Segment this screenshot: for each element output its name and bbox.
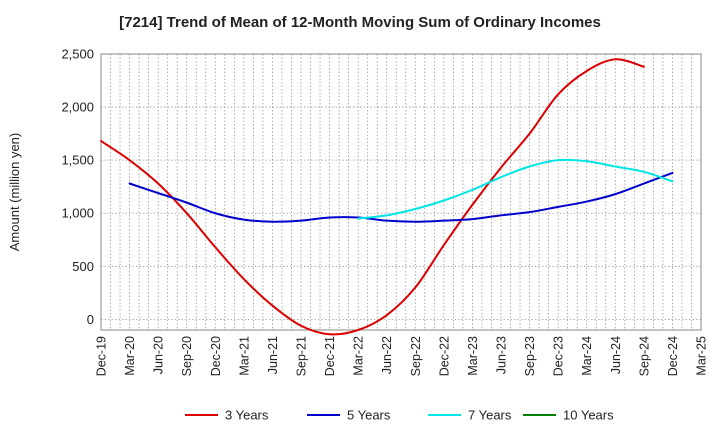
y-tick-label: 1,500 — [61, 153, 94, 168]
x-tick-label: Jun-23 — [495, 336, 509, 374]
x-tick-label: Jun-20 — [152, 336, 166, 374]
y-tick-label: 2,500 — [61, 47, 94, 62]
chart-title: [7214] Trend of Mean of 12-Month Moving … — [119, 14, 601, 31]
x-tick-label: Sep-22 — [409, 336, 423, 376]
x-tick-label: Dec-24 — [666, 336, 680, 376]
x-tick-label: Mar-20 — [123, 336, 137, 376]
series-line-7-years — [357, 158, 674, 220]
x-tick-label: Mar-23 — [466, 336, 480, 376]
x-tick-label: Mar-22 — [352, 336, 366, 376]
x-tick-label: Mar-24 — [580, 336, 594, 376]
legend-label-5-years: 5 Years — [347, 408, 391, 423]
series-lines — [100, 58, 674, 336]
x-tick-label: Sep-23 — [523, 336, 537, 376]
y-tick-label: 0 — [87, 312, 94, 327]
y-tick-label: 500 — [72, 259, 94, 274]
x-tick-label: Sep-20 — [180, 336, 194, 376]
legend: 3 Years 5 Years 7 Years 10 Years — [185, 408, 614, 423]
x-tick-label: Jun-24 — [609, 336, 623, 374]
x-axis-ticks: Dec-19 Mar-20 Jun-20 Sep-20 Dec-20 Mar-21 Jun-… — [95, 336, 709, 376]
y-tick-label: 2,000 — [61, 100, 94, 115]
x-tick-label: Sep-21 — [295, 336, 309, 376]
y-tick-label: 1,000 — [61, 206, 94, 221]
series-line-3-years — [100, 58, 645, 336]
legend-label-3-years: 3 Years — [225, 408, 269, 423]
x-tick-label: Mar-21 — [237, 336, 251, 376]
series-line-5-years — [128, 171, 674, 223]
x-tick-label: Jun-22 — [380, 336, 394, 374]
x-tick-label: Dec-19 — [95, 336, 109, 376]
plot-area — [100, 53, 702, 331]
x-tick-label: Jun-21 — [266, 336, 280, 374]
x-tick-label: Dec-20 — [209, 336, 223, 376]
x-tick-label: Dec-22 — [437, 336, 451, 376]
x-tick-label: Sep-24 — [637, 336, 651, 376]
y-axis-label: Amount (million yen) — [7, 133, 22, 252]
x-tick-label: Mar-25 — [695, 336, 709, 376]
legend-label-7-years: 7 Years — [468, 408, 512, 423]
x-tick-label: Dec-21 — [323, 336, 337, 376]
grid-lines — [101, 53, 701, 330]
legend-label-10-years: 10 Years — [563, 408, 614, 423]
x-tick-label: Dec-23 — [552, 336, 566, 376]
y-axis-ticks: 0 500 1,000 1,500 2,000 2,500 — [61, 47, 94, 327]
